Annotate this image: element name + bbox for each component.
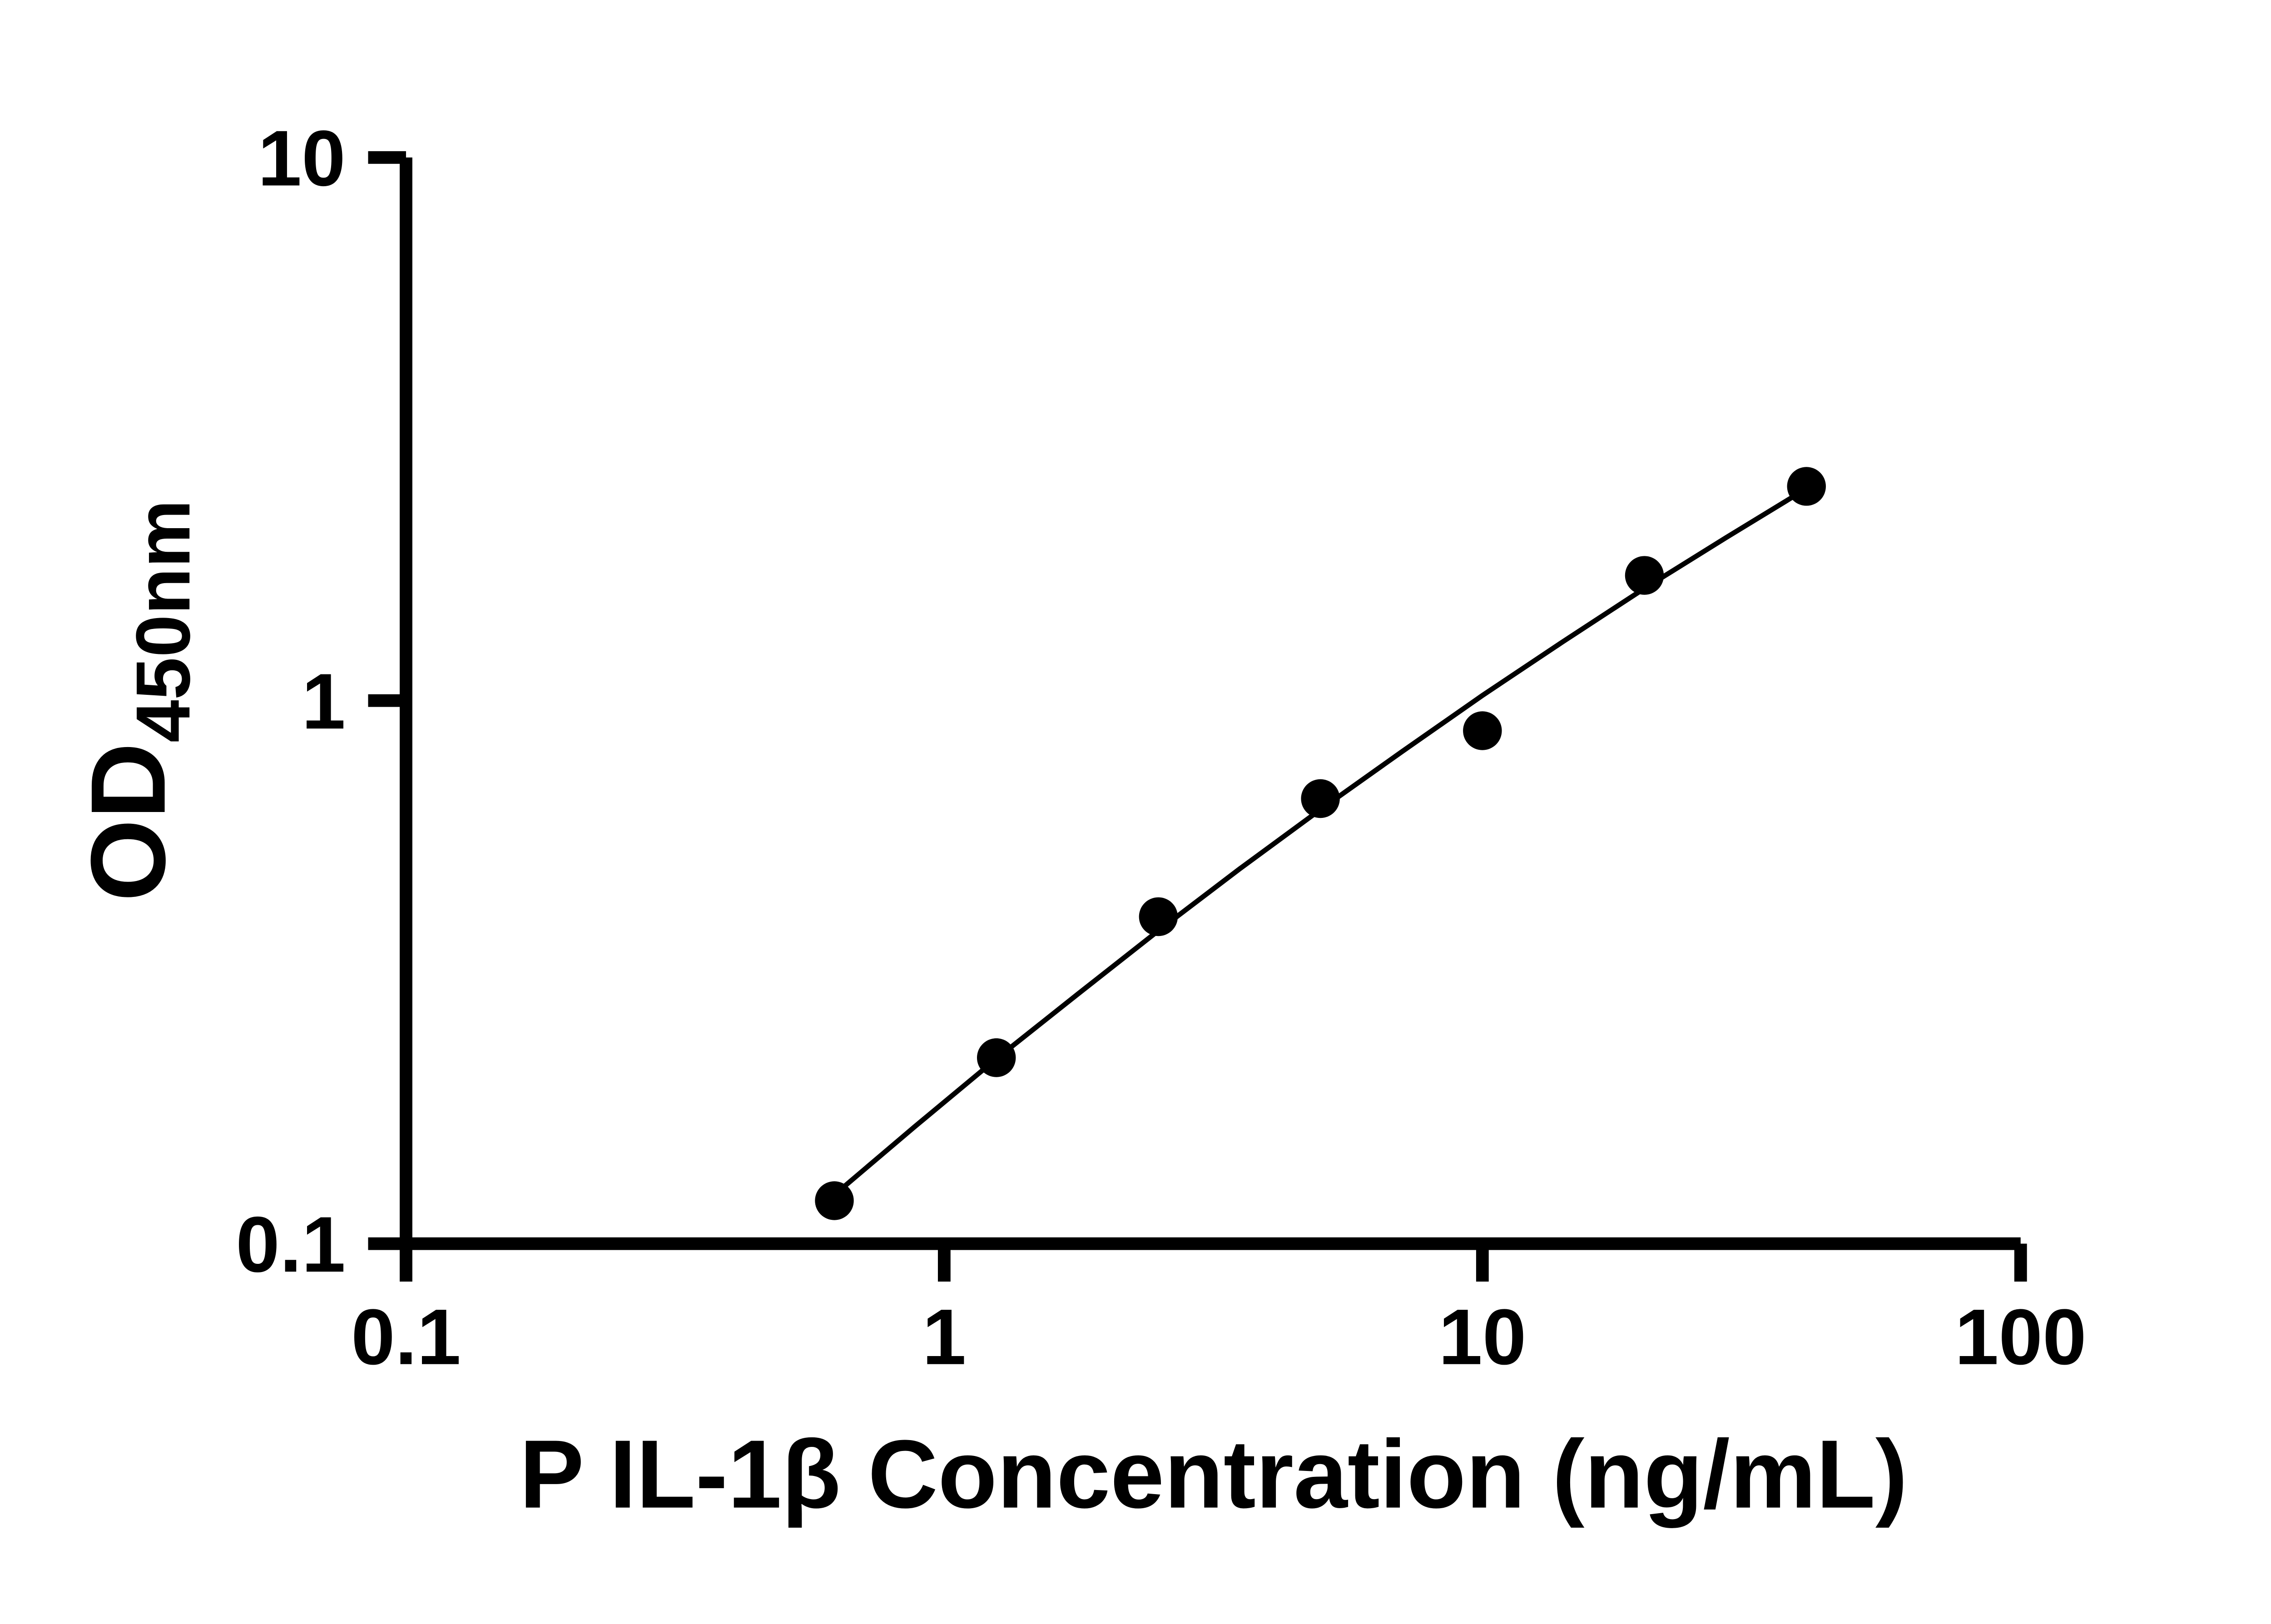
y-axis-tick-label: 1 [302,657,346,745]
x-axis-title: P IL-1β Concentration (ng/mL) [520,1421,1908,1529]
plot-area: 0.1 1 10 100 10 1 0.1 [236,114,2087,1381]
data-point [815,1181,854,1220]
fit-line [832,486,1809,1198]
axes-spine [400,157,2021,1250]
data-point [1625,556,1664,595]
y-axis-tick-label: 0.1 [236,1200,346,1288]
y-axis-title-main: OD [69,743,188,901]
x-axis-tick-label: 1 [922,1293,967,1381]
x-axis-tick-label: 100 [1955,1293,2087,1381]
data-point [1139,897,1178,936]
data-point [977,1038,1016,1077]
y-axis-title: OD450nm [69,500,206,901]
data-point [1463,711,1502,750]
x-axis-tick-label: 10 [1438,1293,1526,1381]
y-axis-title-sub: 450nm [120,500,206,743]
data-point [1301,779,1340,818]
x-axis-tick-label: 0.1 [351,1293,461,1381]
y-axis-tick-label: 10 [258,114,345,202]
data-point [1787,467,1826,506]
